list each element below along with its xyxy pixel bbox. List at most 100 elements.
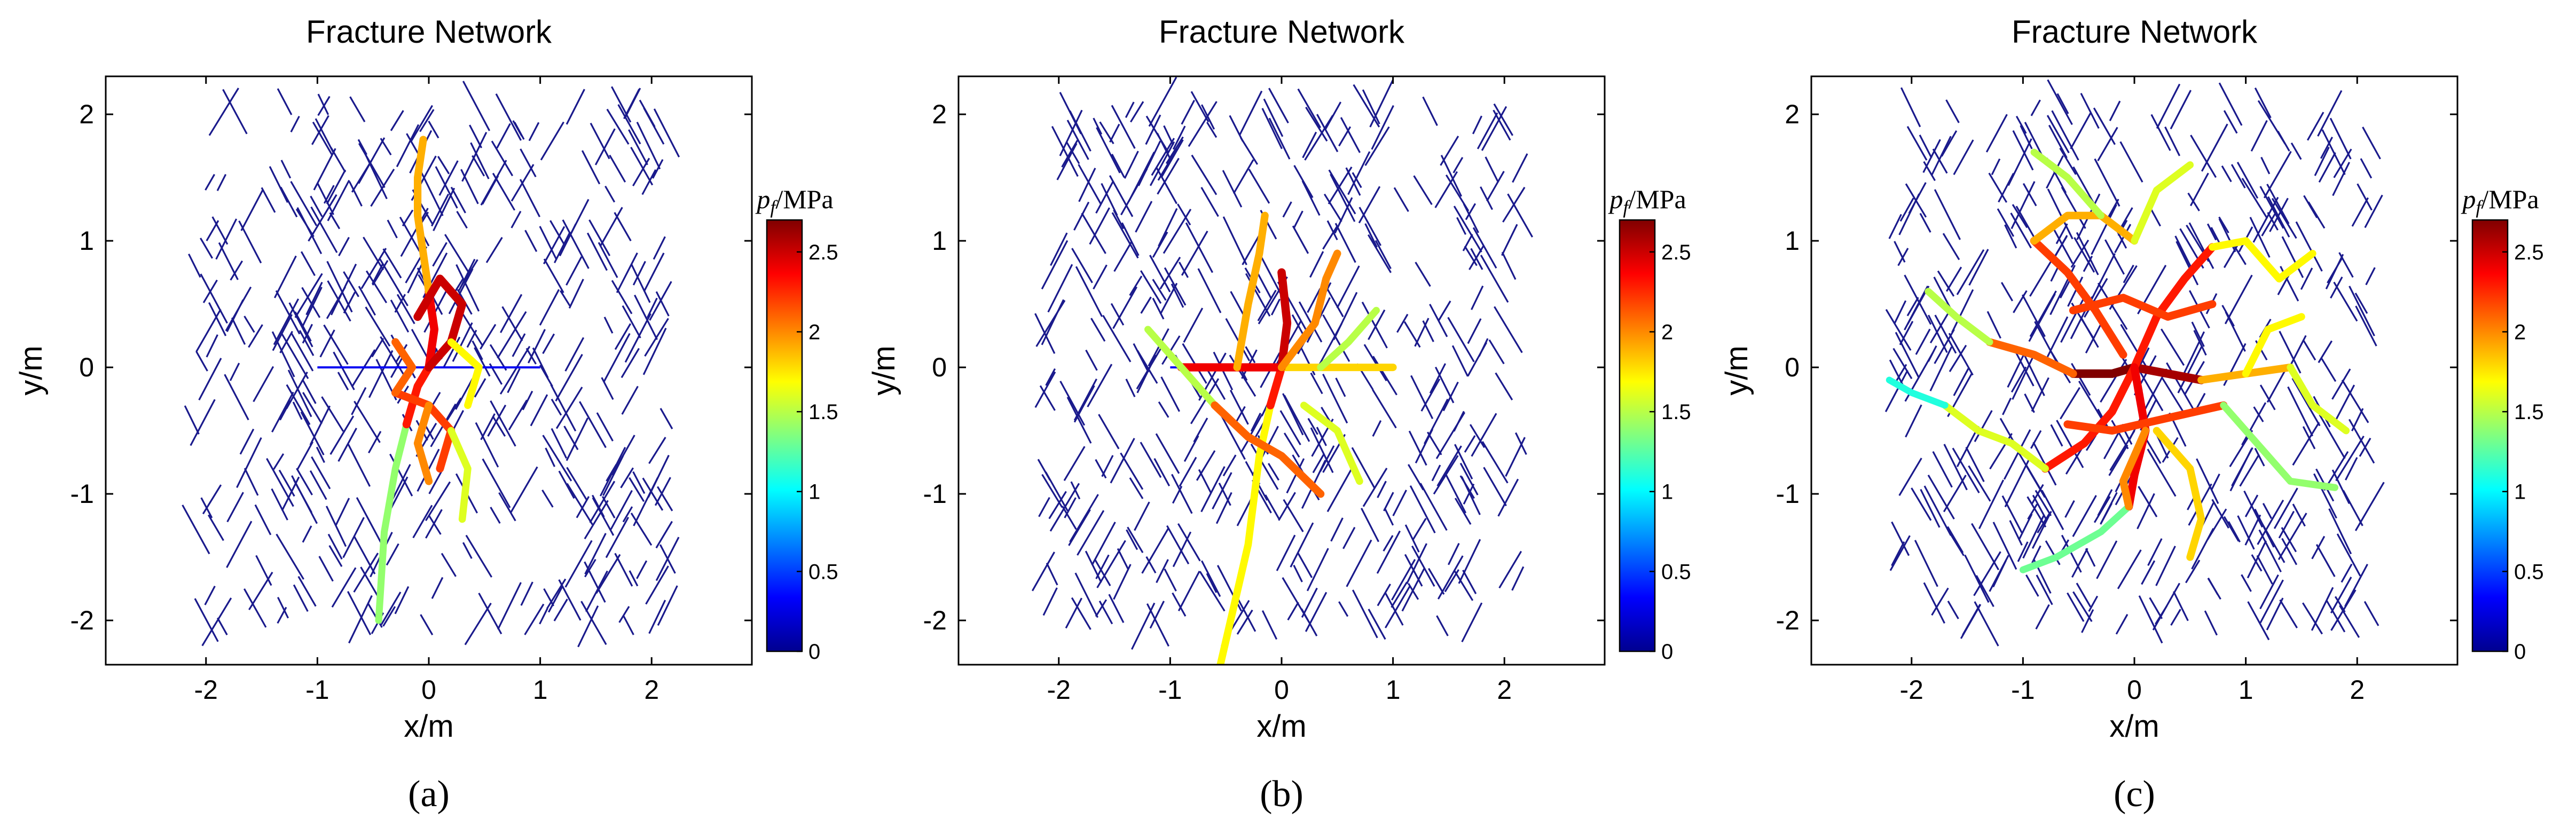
fracture-segment bbox=[319, 329, 335, 358]
y-tick-label: -2 bbox=[1776, 605, 1800, 635]
fracture-segment bbox=[1992, 522, 2017, 570]
fracture-segment bbox=[1422, 320, 1434, 342]
fracture-segment bbox=[2025, 574, 2039, 597]
fracture-segment bbox=[1326, 463, 1355, 513]
fracture-segment bbox=[1188, 101, 1218, 147]
fracture-segment bbox=[343, 271, 359, 297]
fracture-segment bbox=[584, 500, 609, 540]
fracture-segment bbox=[611, 435, 635, 476]
fracture-segment bbox=[1070, 481, 1081, 500]
fracture-segment bbox=[1372, 356, 1397, 396]
fracture-segment bbox=[1178, 262, 1189, 278]
fracture-segment bbox=[455, 264, 480, 312]
fracture-segment bbox=[543, 258, 564, 294]
fracture-segment bbox=[348, 595, 373, 644]
colorbar bbox=[1619, 219, 1656, 652]
colorbar-tick-label: 2.5 bbox=[808, 241, 838, 264]
fracture-segment bbox=[2231, 447, 2253, 486]
fracture-segment bbox=[1469, 424, 1486, 448]
fracture-segment bbox=[485, 237, 503, 263]
fracture-segment bbox=[1347, 151, 1371, 195]
fracture-segment bbox=[474, 347, 491, 377]
x-axis-label: x/m bbox=[404, 709, 453, 744]
fracture-segment bbox=[1229, 115, 1244, 142]
fracture-segment bbox=[2072, 591, 2093, 623]
fracture-segment bbox=[2329, 117, 2352, 160]
fracture-segment bbox=[1953, 368, 1969, 396]
fracture-segment bbox=[2010, 212, 2032, 249]
fracture-segment bbox=[1034, 371, 1056, 408]
fracture-segment bbox=[2060, 292, 2088, 343]
fracture-segment bbox=[1975, 575, 1994, 608]
pressurized-fracture bbox=[1216, 401, 1274, 665]
fracture-segment bbox=[614, 323, 632, 350]
fracture-segment bbox=[2257, 499, 2284, 545]
fracture-segment bbox=[1165, 136, 1184, 164]
fracture-segment bbox=[1358, 207, 1382, 246]
fracture-segment bbox=[656, 486, 673, 511]
x-tick-label: 1 bbox=[1386, 675, 1401, 705]
fracture-segment bbox=[2187, 192, 2200, 211]
fracture-segment bbox=[216, 617, 228, 635]
fracture-segment bbox=[462, 542, 473, 559]
fracture-segment bbox=[273, 298, 300, 345]
fracture-segment bbox=[1462, 570, 1477, 594]
fracture-segment bbox=[2320, 137, 2334, 159]
x-tick-label: -1 bbox=[1158, 675, 1182, 705]
fracture-segment bbox=[611, 86, 632, 123]
x-tick-label: -1 bbox=[305, 675, 329, 705]
fracture-segment bbox=[1125, 101, 1135, 118]
fracture-segment bbox=[2300, 267, 2313, 290]
fracture-segment bbox=[566, 483, 593, 525]
fracture-segment bbox=[2233, 245, 2247, 265]
fracture-segment bbox=[1973, 551, 2001, 596]
fracture-segment bbox=[2097, 489, 2113, 516]
fracture-segment bbox=[1507, 193, 1534, 238]
fracture-segment bbox=[353, 553, 379, 593]
fracture-segment bbox=[1899, 320, 1914, 345]
y-axis-label: y/m bbox=[1719, 345, 1754, 395]
colorbar-tick-label: 2 bbox=[2514, 320, 2526, 344]
fracture-segment bbox=[1906, 126, 1928, 161]
fracture-segment bbox=[1948, 333, 1974, 376]
fracture-segment bbox=[584, 558, 596, 578]
fracture-segment bbox=[1384, 507, 1394, 526]
fracture-segment bbox=[1172, 531, 1192, 568]
fracture-segment bbox=[1438, 300, 1451, 321]
fracture-segment bbox=[349, 96, 366, 123]
x-tick-label: -2 bbox=[1047, 675, 1071, 705]
fracture-segment bbox=[2291, 377, 2321, 427]
fracture-segment bbox=[226, 492, 244, 523]
fracture-segment bbox=[295, 208, 315, 238]
fracture-segment bbox=[1316, 427, 1327, 446]
fracture-segment bbox=[1436, 445, 1462, 487]
fracture-segment bbox=[1914, 540, 1938, 587]
fracture-segment bbox=[382, 248, 402, 279]
fracture-segment bbox=[1126, 529, 1138, 550]
fracture-segment bbox=[1297, 552, 1313, 578]
fracture-segment bbox=[2060, 387, 2080, 420]
fracture-segment bbox=[1898, 193, 1920, 235]
fracture-segment bbox=[1434, 171, 1458, 208]
fracture-segment bbox=[1045, 368, 1056, 386]
fracture-segment bbox=[1236, 609, 1253, 635]
fracture-segment bbox=[478, 593, 502, 635]
fracture-segment bbox=[2244, 494, 2259, 517]
fracture-segment bbox=[1472, 227, 1497, 269]
fracture-segment bbox=[2123, 264, 2134, 283]
fracture-segment bbox=[290, 181, 318, 226]
fracture-segment bbox=[380, 336, 408, 381]
fracture-segment bbox=[2059, 147, 2077, 175]
fracture-segment bbox=[1495, 372, 1513, 400]
fracture-segment bbox=[629, 570, 639, 587]
fracture-segment bbox=[1102, 314, 1132, 363]
fracture-segment bbox=[1447, 542, 1460, 565]
fracture-segment bbox=[1166, 525, 1190, 565]
fracture-segment bbox=[200, 238, 214, 259]
fracture-segment bbox=[239, 428, 255, 455]
fracture-segment bbox=[482, 175, 499, 205]
colorbar-label: pf/MPa bbox=[755, 184, 833, 218]
fracture-segment bbox=[1923, 161, 1936, 182]
fracture-segment bbox=[1364, 223, 1378, 248]
fracture-segment bbox=[1952, 447, 1980, 493]
